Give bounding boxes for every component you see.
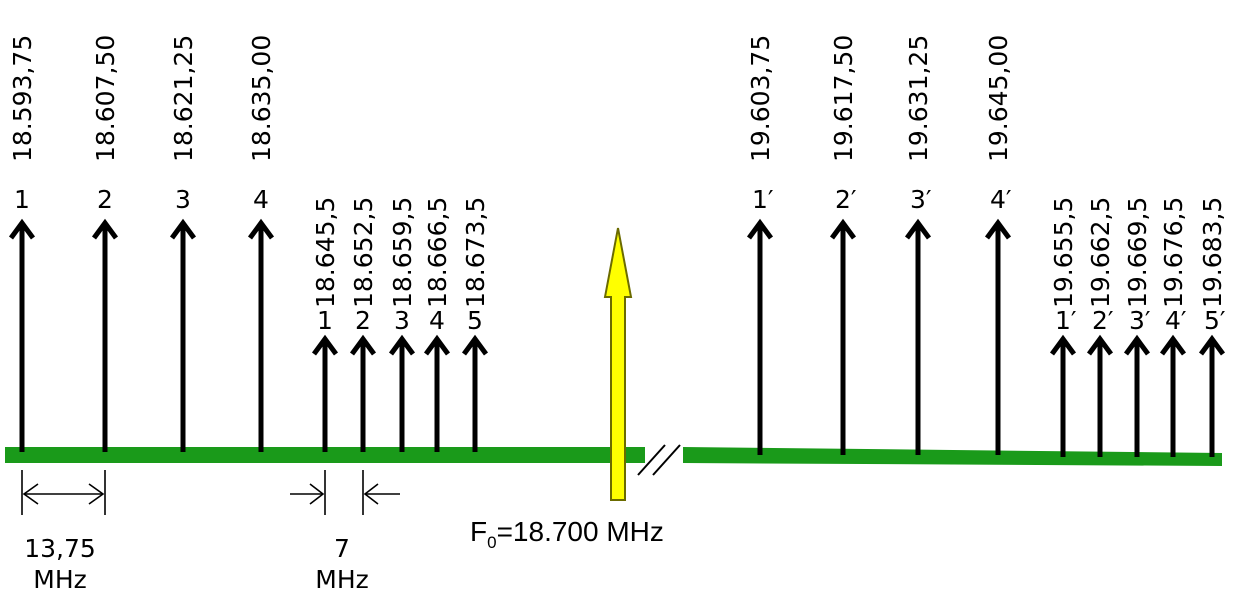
left-small-number-5: 5 — [467, 306, 483, 335]
right-freq-label-3: 19.631,25 — [904, 35, 933, 162]
right-small-freq-label-1: 19.655,5 — [1049, 197, 1078, 308]
right-small-freq-label-2: 19.662,5 — [1086, 197, 1115, 308]
right-arrow-2 — [829, 218, 857, 455]
left-small-freq-label-4: 18.666,5 — [423, 197, 452, 308]
right-freq-label-4: 19.645,00 — [984, 35, 1013, 162]
right-small-number-3: 3′ — [1129, 306, 1151, 335]
left-arrow-1 — [8, 218, 36, 452]
spacing-wide-value: 13,75 — [24, 534, 96, 563]
right-small-number-5: 5′ — [1204, 306, 1226, 335]
left-small-arrow-3 — [388, 334, 416, 452]
right-small-number-1: 1′ — [1055, 306, 1077, 335]
right-small-arrow-5 — [1198, 334, 1226, 457]
right-small-number-2: 2′ — [1092, 306, 1114, 335]
arrows-left-group: 1 18.593,75 2 18.607,50 3 18.621,25 4 18.635,00 — [8, 35, 276, 452]
right-number-3: 3′ — [910, 185, 932, 214]
right-number-4: 4′ — [990, 185, 1012, 214]
axis-break-mark — [637, 444, 681, 476]
left-freq-label-4: 18.635,00 — [247, 35, 276, 162]
arrows-right-small-group: 1′19.655,5 2′19.662,5 3′19.669,5 4′19.676,5… — [1049, 197, 1227, 457]
spacing-narrow-unit: MHz — [315, 565, 369, 594]
spacing-wide-unit: MHz — [33, 565, 87, 594]
right-freq-label-1: 19.603,75 — [746, 35, 775, 162]
left-small-number-2: 2 — [355, 306, 371, 335]
spacing-wide-marker — [21, 470, 106, 515]
right-small-freq-label-3: 19.669,5 — [1123, 197, 1152, 308]
left-small-number-4: 4 — [429, 306, 445, 335]
right-small-number-4: 4′ — [1165, 306, 1187, 335]
right-small-arrow-4 — [1159, 334, 1187, 457]
left-number-2: 2 — [97, 185, 113, 214]
left-arrow-2 — [91, 218, 119, 452]
left-small-freq-label-2: 18.652,5 — [349, 197, 378, 308]
arrows-right-group: 1′ 19.603,75 2′ 19.617,50 3′ 19.631,25 4′ 19.64… — [746, 35, 1013, 455]
right-freq-label-2: 19.617,50 — [829, 35, 858, 162]
carrier-arrow — [603, 227, 633, 501]
left-arrow-4 — [247, 218, 275, 452]
right-small-arrow-3 — [1123, 334, 1151, 457]
carrier-label: F0=18.700 MHz — [470, 516, 664, 552]
right-number-2: 2′ — [835, 185, 857, 214]
left-small-freq-label-3: 18.659,5 — [388, 197, 417, 308]
baseline-right — [683, 447, 1222, 466]
baseline-left — [5, 447, 645, 463]
left-small-arrow-5 — [461, 334, 489, 452]
left-small-arrow-1 — [311, 334, 339, 452]
right-arrow-4 — [984, 218, 1012, 455]
right-small-freq-label-4: 19.676,5 — [1159, 197, 1188, 308]
spacing-narrow-marker — [290, 470, 400, 515]
arrows-left-small-group: 118.645,5 218.652,5 318.659,5 418.666,5 518.… — [311, 197, 490, 452]
left-small-number-1: 1 — [317, 306, 333, 335]
left-freq-label-3: 18.621,25 — [169, 35, 198, 162]
left-arrow-3 — [169, 218, 197, 452]
left-number-1: 1 — [14, 185, 30, 214]
left-small-arrow-4 — [423, 334, 451, 452]
spacing-narrow-value: 7 — [334, 534, 350, 563]
right-number-1: 1′ — [752, 185, 774, 214]
left-small-number-3: 3 — [394, 306, 410, 335]
left-freq-label-2: 18.607,50 — [91, 35, 120, 162]
left-number-3: 3 — [175, 185, 191, 214]
left-small-freq-label-5: 18.673,5 — [461, 197, 490, 308]
right-arrow-1 — [746, 218, 774, 455]
right-arrow-3 — [904, 218, 932, 455]
left-freq-label-1: 18.593,75 — [8, 35, 37, 162]
right-small-arrow-1 — [1049, 334, 1077, 457]
left-small-freq-label-1: 18.645,5 — [311, 197, 340, 308]
right-small-freq-label-5: 19.683,5 — [1198, 197, 1227, 308]
left-number-4: 4 — [253, 185, 269, 214]
left-small-arrow-2 — [349, 334, 377, 452]
right-small-arrow-2 — [1086, 334, 1114, 457]
